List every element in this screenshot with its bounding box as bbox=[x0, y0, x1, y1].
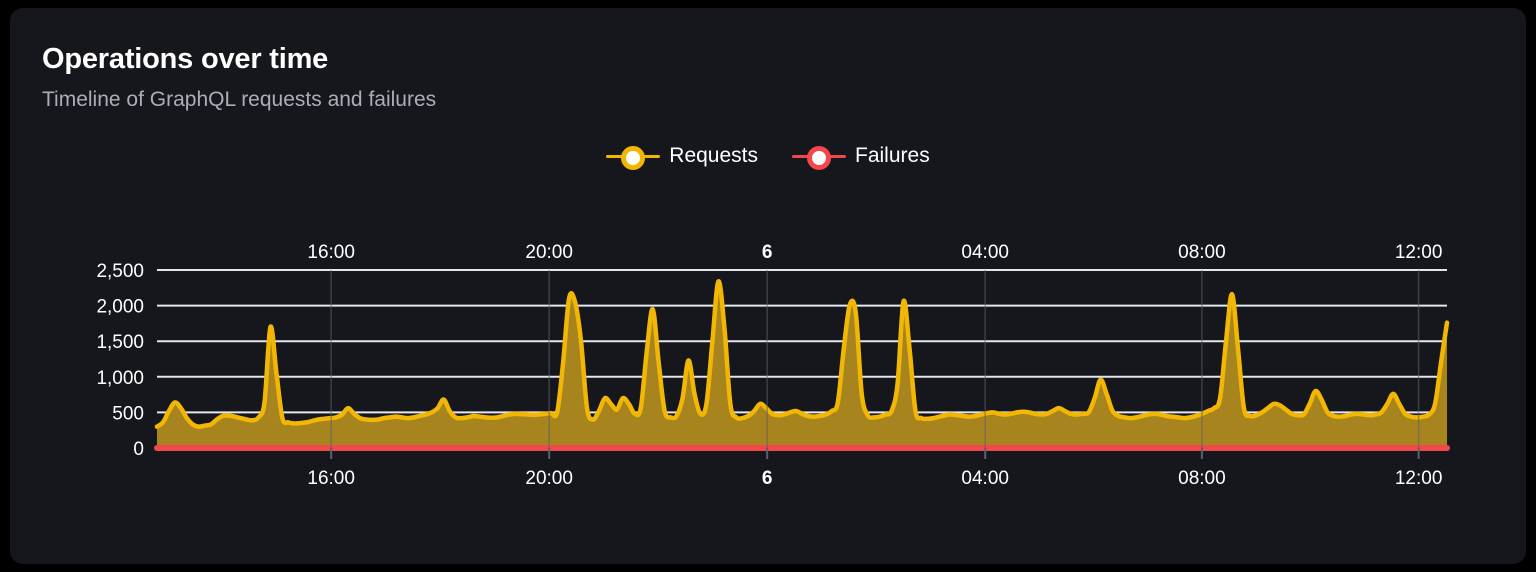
x-axis-tick-label-bottom: 04:00 bbox=[961, 468, 1009, 489]
x-axis-tick-label-top: 04:00 bbox=[961, 242, 1009, 263]
y-axis-tick-label: 1,000 bbox=[96, 368, 144, 389]
y-axis-tick-label: 500 bbox=[112, 403, 144, 424]
legend-item-failures[interactable]: Failures bbox=[792, 144, 930, 170]
series-line-requests[interactable] bbox=[154, 279, 1450, 429]
y-axis-tick-label: 2,000 bbox=[96, 297, 144, 318]
y-axis-tick-label: 2,500 bbox=[96, 261, 144, 282]
legend-marker-requests-icon bbox=[606, 144, 661, 170]
x-axis-tick-label-top: 6 bbox=[762, 242, 773, 263]
x-axis-tick-label-bottom: 6 bbox=[762, 468, 773, 489]
legend-item-requests[interactable]: Requests bbox=[606, 144, 758, 170]
y-axis-tick-label: 1,500 bbox=[96, 332, 144, 353]
legend-label-failures: Failures bbox=[855, 144, 930, 167]
x-axis-tick-label-top: 08:00 bbox=[1178, 242, 1226, 263]
x-axis-tick-label-top: 16:00 bbox=[307, 242, 355, 263]
panel-header: Operations over time Timeline of GraphQL… bbox=[42, 43, 437, 111]
x-axis-tick-label-bottom: 08:00 bbox=[1178, 468, 1226, 489]
chart-panel: Operations over time Timeline of GraphQL… bbox=[10, 8, 1526, 564]
chart-legend: Requests Failures bbox=[10, 144, 1526, 170]
x-axis-tick-label-bottom: 16:00 bbox=[307, 468, 355, 489]
chart-area[interactable]: 0 500 1,000 1,500 2,000 2,500 16:00 20:00 6 04:00… bbox=[10, 8, 1526, 564]
y-axis-tick-label: 0 bbox=[133, 439, 144, 460]
x-axis-tick-label-top: 20:00 bbox=[525, 242, 573, 263]
x-axis-tick-label-bottom: 20:00 bbox=[525, 468, 573, 489]
x-axis-tick-label-top: 12:00 bbox=[1395, 242, 1443, 263]
legend-label-requests: Requests bbox=[669, 144, 758, 167]
operations-over-time-chart[interactable]: 0 500 1,000 1,500 2,000 2,500 16:00 20:00 6 04:00… bbox=[10, 8, 1526, 564]
legend-marker-failures-icon bbox=[792, 144, 846, 170]
x-axis-tick-label-bottom: 12:00 bbox=[1395, 468, 1443, 489]
panel-subtitle: Timeline of GraphQL requests and failure… bbox=[42, 87, 437, 111]
page-title: Operations over time bbox=[42, 43, 329, 75]
